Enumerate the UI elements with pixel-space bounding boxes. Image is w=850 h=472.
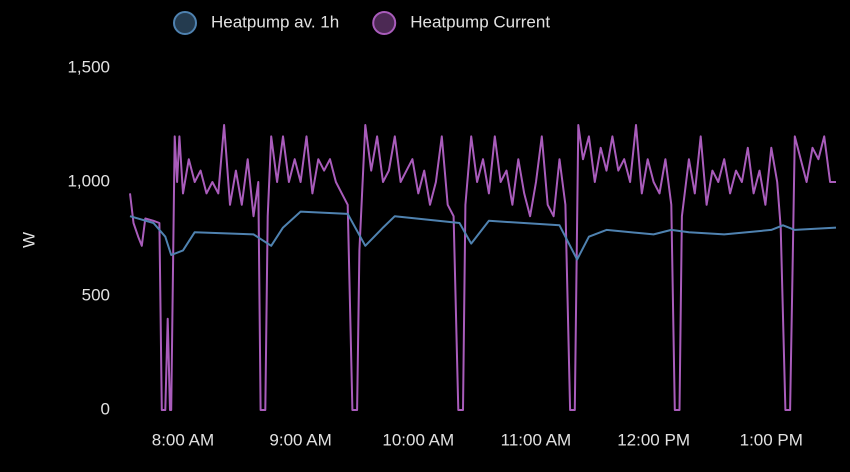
y-tick-label: 1,000 (67, 171, 110, 190)
x-tick-label: 10:00 AM (382, 430, 454, 449)
legend-marker[interactable] (173, 11, 197, 35)
y-tick-label: 1,500 (67, 57, 110, 76)
legend-label[interactable]: Heatpump av. 1h (211, 12, 339, 31)
y-axis-title: W (19, 232, 38, 248)
x-tick-label: 9:00 AM (269, 430, 331, 449)
x-tick-label: 1:00 PM (740, 430, 803, 449)
x-tick-label: 8:00 AM (152, 430, 214, 449)
y-tick-label: 500 (82, 285, 110, 304)
legend-label[interactable]: Heatpump Current (410, 12, 550, 31)
legend-marker[interactable] (372, 11, 397, 35)
x-tick-label: 12:00 PM (617, 430, 690, 449)
series-line (129, 210, 837, 261)
y-tick-label: 0 (101, 399, 110, 418)
x-tick-label: 11:00 AM (501, 430, 572, 449)
series-line (129, 124, 836, 411)
